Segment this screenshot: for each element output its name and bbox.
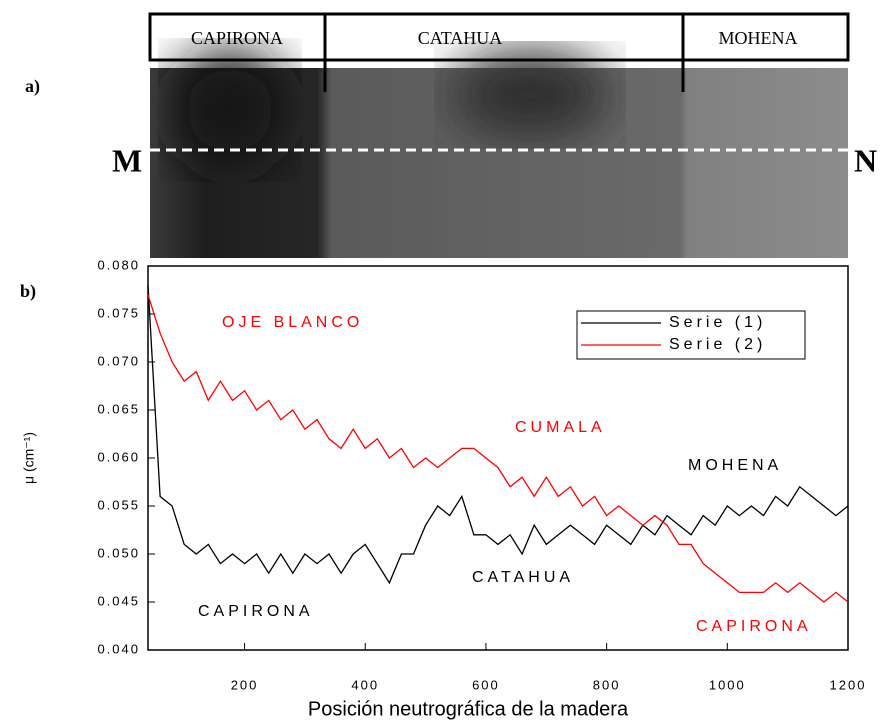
wood-label: MOHENA [719, 28, 798, 48]
x-axis-label: Posición neutrográfica de la madera [308, 698, 629, 720]
legend-box [576, 310, 806, 360]
x-tick-label: 1000 [709, 677, 746, 692]
annotation: MOHENA [688, 457, 782, 474]
x-tick-label: 600 [472, 677, 500, 692]
wood-boxes [148, 12, 850, 92]
y-tick-label: 0.075 [97, 305, 140, 320]
y-tick-label: 0.065 [97, 401, 140, 416]
y-tick-label: 0.045 [97, 593, 140, 608]
legend-label: Serie (2) [669, 336, 766, 353]
panel-label: a) [25, 76, 40, 97]
wood-label: CATAHUA [418, 28, 503, 48]
series-line [147, 285, 849, 585]
y-tick-label: 0.055 [97, 497, 140, 512]
annotation: CAPIRONA [696, 618, 812, 635]
annotation: CATAHUA [472, 569, 574, 586]
x-tick-label: 1200 [830, 677, 867, 692]
x-tick-label: 400 [351, 677, 379, 692]
annotation: CUMALA [515, 419, 606, 436]
y-tick-label: 0.060 [97, 449, 140, 464]
y-tick-label: 0.070 [97, 353, 140, 368]
y-tick-label: 0.080 [97, 257, 140, 272]
x-tick-label: 800 [593, 677, 621, 692]
annotation: OJE BLANCO [222, 314, 363, 331]
start-marker: M [112, 142, 142, 178]
y-tick-label: 0.040 [97, 641, 140, 656]
wood-label: CAPIRONA [191, 28, 283, 48]
x-tick-label: 200 [231, 677, 259, 692]
legend-label: Serie (1) [669, 314, 766, 331]
y-axis-label: μ (cm⁻¹) [21, 432, 37, 484]
annotation: CAPIRONA [198, 603, 314, 620]
end-marker: N [854, 142, 877, 178]
panel-label: b) [20, 281, 36, 302]
y-tick-label: 0.050 [97, 545, 140, 560]
series-line [147, 294, 849, 603]
neutrograph-image [150, 50, 848, 258]
